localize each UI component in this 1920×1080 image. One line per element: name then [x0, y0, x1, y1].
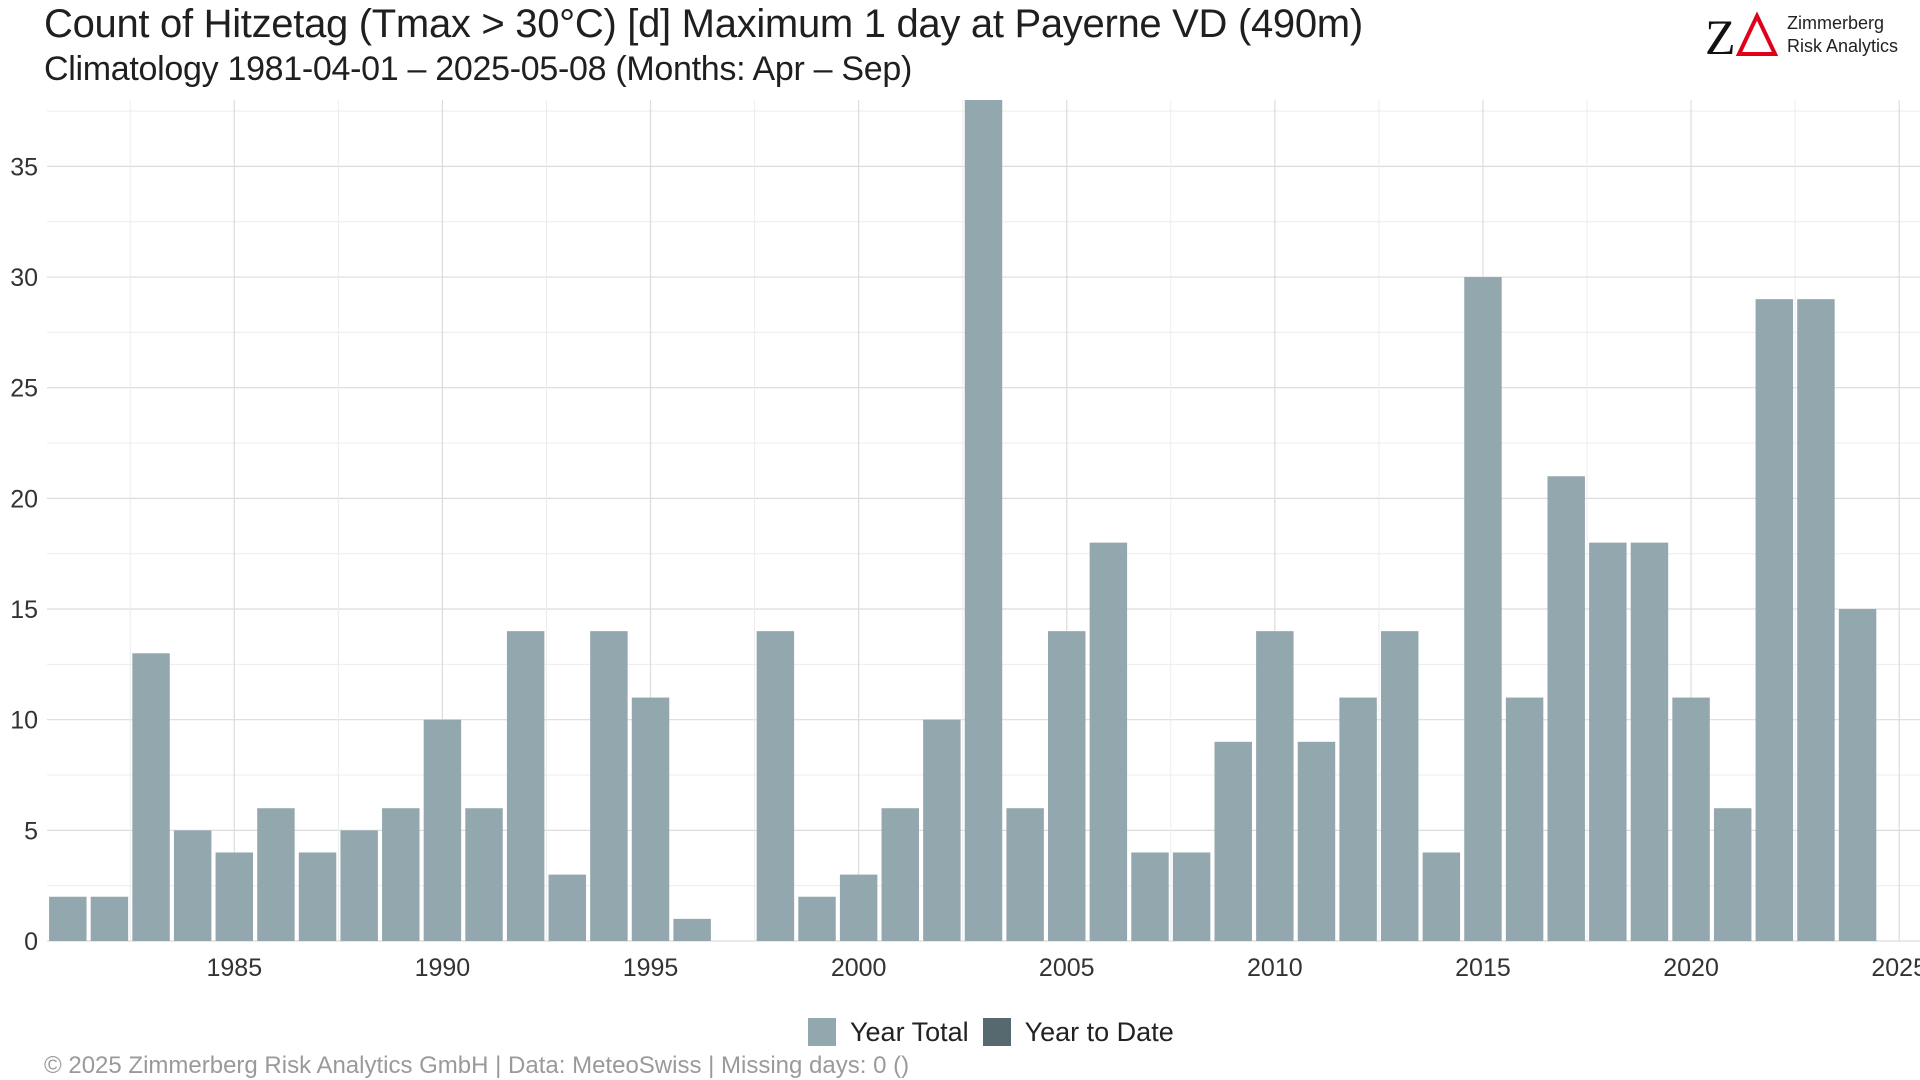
- x-tick-label: 1990: [415, 954, 471, 982]
- bar-1992: [506, 631, 545, 941]
- company-logo: Z Zimmerberg Risk Analytics: [1705, 10, 1905, 60]
- y-tick-label: 20: [10, 485, 38, 513]
- bar-1996: [673, 918, 711, 941]
- bar-1989: [382, 808, 420, 941]
- bar-2017: [1547, 476, 1585, 941]
- bar-1999: [798, 896, 836, 941]
- y-tick-label: 10: [10, 707, 38, 735]
- bar-2020: [1672, 697, 1710, 941]
- bar-2003: [964, 100, 1003, 941]
- logo-text-line2: Risk Analytics: [1787, 36, 1899, 56]
- bar-2005: [1048, 631, 1086, 941]
- bar-2021: [1713, 808, 1752, 941]
- bar-2006: [1089, 542, 1128, 941]
- bar-1988: [340, 830, 378, 941]
- legend: Year Total Year to Date: [808, 1016, 1188, 1048]
- bar-2014: [1422, 852, 1461, 941]
- bar-1982: [90, 896, 129, 941]
- x-axis-tick-labels: 1985 1990 1995 2000 2005 2010 2015 2020 2025: [206, 954, 1920, 982]
- bar-2008: [1172, 852, 1211, 941]
- bar-2024: [1838, 609, 1877, 941]
- y-tick-label: 25: [10, 375, 38, 403]
- y-tick-label: 30: [10, 264, 38, 292]
- chart-subtitle: Climatology 1981-04-01 – 2025-05-08 (Mon…: [44, 50, 913, 88]
- bar-2012: [1339, 697, 1377, 941]
- bar-2001: [881, 808, 919, 941]
- bar-2013: [1380, 631, 1419, 941]
- y-tick-label: 0: [24, 928, 38, 956]
- bar-2000: [839, 874, 878, 941]
- logo-text-line1: Zimmerberg: [1787, 13, 1885, 33]
- bar-2010: [1256, 631, 1294, 941]
- legend-label-year-total: Year Total: [850, 1016, 969, 1047]
- x-tick-label: 1985: [206, 954, 262, 982]
- y-axis-tick-labels: 0 5 10 15 20 25 30 35: [10, 153, 38, 956]
- chart-title: Count of Hitzetag (Tmax > 30°C) [d] Maxi…: [44, 2, 1363, 46]
- bar-1994: [590, 631, 628, 941]
- y-tick-label: 35: [10, 153, 38, 181]
- bar-1987: [298, 852, 337, 941]
- x-tick-label: 2020: [1663, 954, 1719, 982]
- bar-2018: [1589, 542, 1627, 941]
- bar-1981: [49, 896, 87, 941]
- bar-2011: [1297, 741, 1336, 941]
- bar-1991: [465, 808, 503, 941]
- x-tick-label: 2000: [831, 954, 887, 982]
- bar-2004: [1006, 808, 1044, 941]
- bar-1998: [756, 631, 795, 941]
- bar-1984: [173, 830, 212, 941]
- bar-1986: [257, 808, 295, 941]
- bar-1985: [215, 852, 254, 941]
- bar-2007: [1131, 852, 1169, 941]
- bar-2022: [1755, 299, 1794, 941]
- footer-credits: © 2025 Zimmerberg Risk Analytics GmbH | …: [44, 1052, 910, 1079]
- bar-2009: [1214, 741, 1252, 941]
- legend-item-year-to-date: Year to Date: [982, 1016, 1174, 1048]
- bar-1995: [631, 697, 670, 941]
- bars: [49, 100, 1877, 942]
- bar-1983: [132, 653, 170, 941]
- legend-label-year-to-date: Year to Date: [1024, 1016, 1174, 1047]
- logo-mark-icon: Z: [1705, 10, 1779, 60]
- bar-2023: [1797, 299, 1835, 941]
- svg-text:Z: Z: [1705, 10, 1736, 60]
- bar-1990: [423, 719, 462, 941]
- x-tick-label: 1995: [623, 954, 679, 982]
- bar-2016: [1505, 697, 1544, 941]
- y-tick-label: 5: [24, 817, 38, 845]
- x-tick-label: 2010: [1247, 954, 1303, 982]
- legend-swatch-year-total: [808, 1018, 836, 1046]
- x-tick-label: 2015: [1455, 954, 1511, 982]
- x-tick-label: 2005: [1039, 954, 1095, 982]
- legend-item-year-total: Year Total: [808, 1017, 969, 1048]
- bar-1993: [548, 874, 587, 941]
- legend-swatch-year-to-date: [982, 1018, 1011, 1046]
- bar-2002: [923, 719, 961, 941]
- y-tick-label: 15: [10, 596, 38, 624]
- bar-2015: [1464, 277, 1502, 942]
- bar-2019: [1630, 542, 1669, 941]
- x-tick-label: 2025: [1871, 954, 1920, 982]
